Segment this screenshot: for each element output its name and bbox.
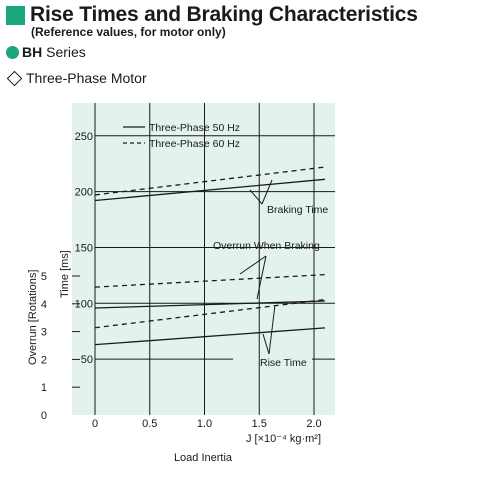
overrun-tick-label: 5 — [41, 271, 47, 283]
motor-label: Three-Phase Motor — [26, 70, 147, 86]
time-tick-label: 100 — [75, 298, 93, 310]
annotation-rise-time: Rise Time — [260, 357, 307, 369]
series-line-4 — [94, 298, 326, 329]
x-tick-label: 2.0 — [306, 418, 321, 430]
series-line-2 — [94, 300, 325, 309]
series-line-0 — [94, 178, 326, 202]
overrun-tick-label: 1 — [41, 382, 47, 394]
annotation-arrow-3 — [256, 255, 267, 300]
overrun-tick-label: 4 — [41, 299, 47, 311]
green-square-icon — [6, 5, 25, 25]
overrun-tick-label: 0 — [41, 410, 47, 422]
x-tick-label: 0.5 — [142, 418, 157, 430]
y-axis-label-time: Time [ms] — [59, 250, 71, 298]
annotation-braking-time: Braking Time — [267, 204, 328, 216]
annotation-overrun: Overrun When Braking — [213, 240, 320, 252]
grid — [72, 103, 335, 415]
legend: Three-Phase 50 Hz Three-Phase 60 Hz — [123, 122, 240, 150]
overrun-tick-label: 2 — [41, 354, 47, 366]
series-code: BH — [22, 44, 43, 60]
x-tick-label: 0 — [92, 418, 98, 430]
series-heading: BH Series — [6, 44, 86, 60]
series-line-3 — [94, 273, 325, 288]
x-tick-label: 1.5 — [252, 418, 267, 430]
plot-area — [72, 103, 335, 415]
annotation-arrow-0 — [261, 179, 273, 205]
header: Rise Times and Braking Characteristics (… — [6, 4, 496, 39]
annotation-arrow-5 — [268, 304, 276, 355]
green-dot-icon — [6, 45, 19, 59]
legend-solid-label: Three-Phase 50 Hz — [149, 122, 240, 134]
time-tick-label: 250 — [75, 131, 93, 143]
x-axis-unit: J [×10⁻⁴ kg·m²] — [246, 433, 321, 445]
page-subtitle: (Reference values, for motor only) — [31, 25, 226, 39]
time-tick-label: 50 — [81, 354, 93, 366]
series-line-1 — [94, 166, 326, 196]
overrun-tick-label: 3 — [41, 327, 47, 339]
series-lines — [94, 166, 326, 346]
time-tick-label: 200 — [75, 187, 93, 199]
series-line-5 — [94, 327, 325, 346]
legend-dashed-label: Three-Phase 60 Hz — [149, 138, 240, 150]
page-title: Rise Times and Braking Characteristics — [30, 3, 418, 26]
annotation-arrow-1 — [249, 189, 263, 205]
series-label: Series — [42, 44, 86, 60]
x-axis-label: Load Inertia — [174, 452, 233, 464]
tick-labels: 0 0.5 1.0 1.5 2.0 50 100 150 200 250 0 1 2 3 4 5 — [41, 131, 322, 430]
annotation-arrow-4 — [262, 333, 270, 355]
x-tick-label: 1.0 — [197, 418, 212, 430]
y-axis-label-overrun: Overrun [Rotations] — [27, 270, 39, 365]
time-tick-label: 150 — [75, 242, 93, 254]
motor-heading: Three-Phase Motor — [6, 70, 147, 86]
annotation-arrows — [239, 179, 276, 355]
annotation-arrow-2 — [239, 255, 267, 275]
title-row: Rise Times and Braking Characteristics — [6, 4, 496, 26]
